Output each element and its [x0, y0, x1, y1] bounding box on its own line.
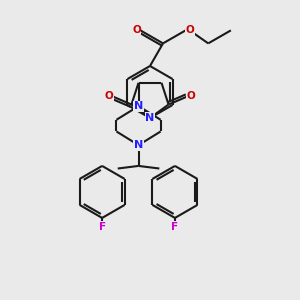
Text: N: N: [134, 140, 143, 150]
Text: O: O: [105, 91, 114, 101]
Text: F: F: [171, 222, 178, 232]
Text: N: N: [134, 101, 143, 111]
Text: O: O: [186, 91, 195, 101]
Text: O: O: [132, 26, 141, 35]
Text: F: F: [99, 222, 106, 232]
Text: O: O: [185, 26, 194, 35]
Text: N: N: [146, 113, 154, 123]
